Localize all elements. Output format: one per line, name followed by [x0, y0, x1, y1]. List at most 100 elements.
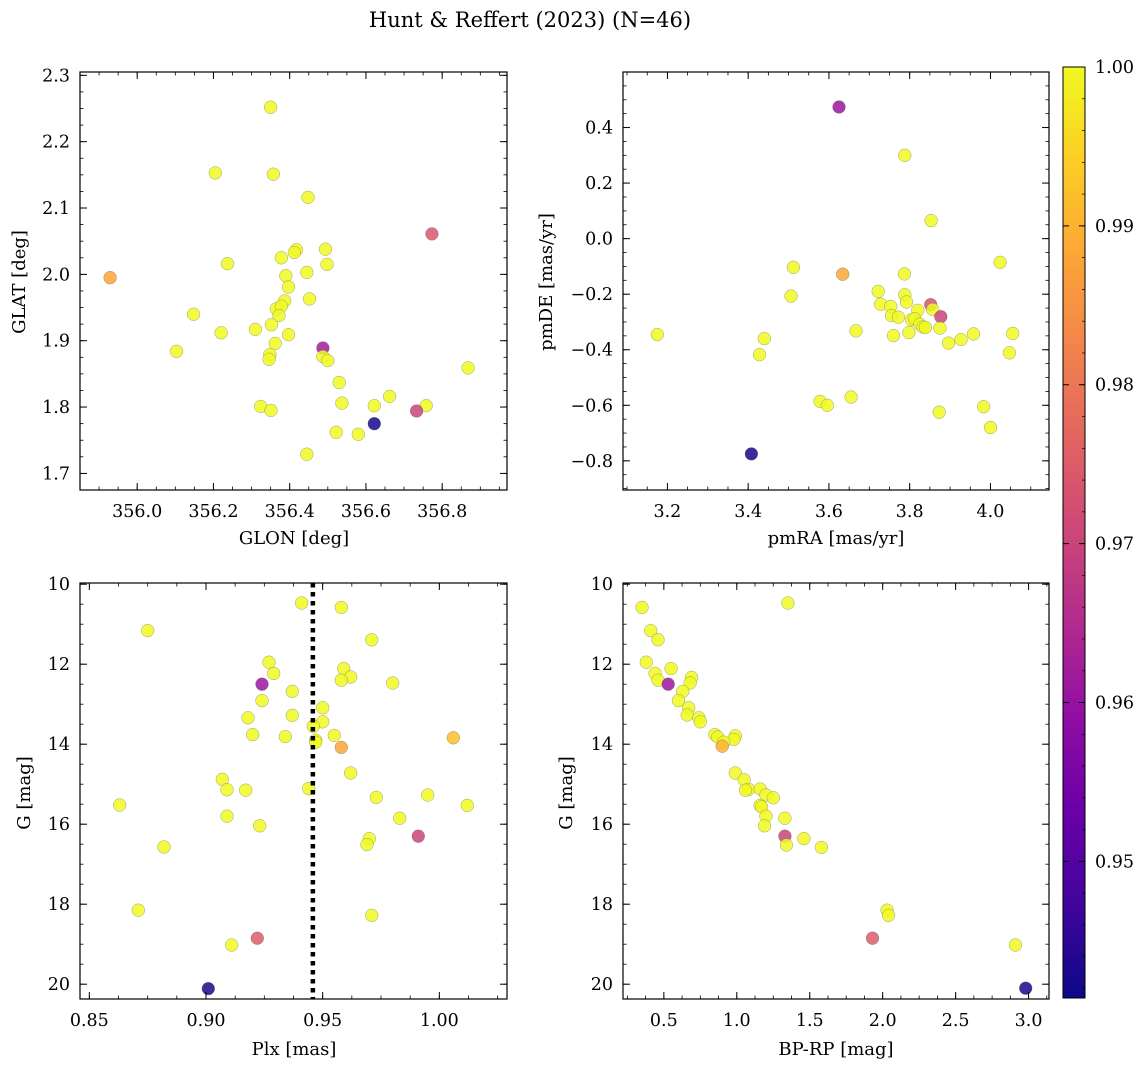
proper-motion-point — [1006, 326, 1020, 341]
sky-point — [208, 166, 222, 180]
sky-xtick-label: 356.6 — [341, 502, 391, 522]
panel-proper-motion: 3.2 3.4 3.6 3.8 4.0 −0.8 −0.6 −0.4 −0.2 0.0 0.2 0.4… — [536, 71, 1050, 549]
sky-point — [351, 427, 365, 441]
proper-motion-point — [752, 348, 767, 362]
proper-motion-point — [786, 260, 801, 274]
proper-motion-ytick-label: −0.6 — [571, 396, 614, 416]
sky-point — [287, 245, 301, 260]
proper-motion-point — [976, 400, 991, 414]
sky-point — [425, 227, 439, 241]
parallax-magnitude-frame — [79, 582, 508, 1000]
proper-motion-point — [650, 327, 664, 342]
proper-motion-point — [891, 310, 906, 324]
proper-motion-point — [871, 284, 885, 299]
color-magnitude-point — [644, 623, 658, 638]
sky-point — [272, 308, 286, 323]
sky-point — [214, 326, 228, 340]
sky-point — [335, 396, 349, 410]
proper-motion-point — [898, 148, 912, 162]
color-magnitude-axes: 0.5 1.0 1.5 2.0 2.5 3.0 10 12 14 16 18 20 — [591, 575, 1050, 1031]
proper-motion-point — [886, 328, 901, 343]
proper-motion-ytick-label: 0.2 — [585, 174, 613, 194]
parallax-magnitude-xtick-label: 0.90 — [187, 1011, 226, 1031]
figure-title: Hunt & Reffert (2023) (N=46) — [369, 8, 691, 32]
sky-point — [274, 251, 288, 265]
proper-motion-frame — [622, 71, 1050, 491]
color-magnitude-point — [651, 633, 665, 647]
sky-ytick-label: 2.3 — [42, 66, 70, 86]
parallax-magnitude-point — [421, 788, 435, 802]
parallax-magnitude-point — [327, 728, 341, 743]
proper-motion-point — [844, 390, 858, 404]
sky-point — [264, 403, 278, 418]
proper-motion-point — [820, 398, 834, 412]
colorbar: 0.95 0.96 0.97 0.98 0.99 1.00 — [1062, 58, 1134, 999]
proper-motion-xtick-label: 3.6 — [815, 502, 843, 522]
proper-motion-point — [954, 332, 968, 347]
cmd-ylabel: G [mag] — [556, 756, 577, 829]
sky-ytick-label: 2.0 — [42, 265, 70, 285]
color-magnitude-ytick-label: 18 — [591, 895, 613, 915]
color-magnitude-ytick-label: 10 — [591, 575, 613, 595]
sky-point — [301, 190, 315, 205]
proper-motion-point — [934, 310, 948, 324]
color-magnitude-point — [781, 596, 795, 610]
sky-point — [367, 417, 381, 431]
color-magnitude-ytick-label: 20 — [591, 975, 613, 995]
parallax-magnitude-point — [411, 829, 425, 843]
proper-motion-point — [966, 327, 981, 341]
parallax-magnitude-point — [141, 623, 155, 638]
color-magnitude-point — [766, 791, 780, 805]
color-magnitude-point — [693, 715, 707, 729]
color-magnitude-point — [797, 831, 811, 846]
sky-xtick-label: 356.0 — [112, 502, 162, 522]
color-magnitude-xtick-label: 2.0 — [869, 1011, 897, 1031]
proper-motion-xtick-label: 3.8 — [896, 502, 924, 522]
proper-motion-ytick-label: 0.0 — [585, 230, 613, 250]
sky-point — [263, 100, 278, 114]
sky-point — [281, 280, 296, 294]
proper-motion-point — [902, 325, 916, 340]
sky-point — [186, 307, 201, 321]
sky-point — [268, 336, 282, 351]
proper-motion-ytick-label: −0.2 — [571, 285, 614, 305]
sky-axes: 356.0 356.2 356.4 356.6 356.8 1.7 1.8 1.9 2.0 2.1… — [42, 66, 508, 522]
sky-point — [103, 271, 117, 285]
color-magnitude-point — [865, 931, 880, 945]
color-magnitude-xtick-label: 1.5 — [796, 1011, 824, 1031]
sky-point — [262, 352, 276, 366]
proper-motion-point — [918, 320, 933, 335]
parallax-magnitude-point — [285, 708, 299, 723]
parallax-magnitude-ytick-label: 10 — [48, 575, 70, 595]
parallax-magnitude-ticks: 0.85 0.90 0.95 1.00 10 12 14 16 18 20 — [48, 575, 507, 1031]
parallax-magnitude-point — [365, 908, 379, 923]
proper-motion-point — [932, 405, 946, 419]
parallax-magnitude-point — [262, 655, 276, 669]
parallax-magnitude-point — [255, 677, 269, 691]
sky-point — [248, 322, 263, 337]
proper-motion-point — [744, 447, 759, 461]
sky-point — [169, 344, 184, 358]
sky-point — [367, 399, 381, 413]
color-magnitude-point — [661, 677, 675, 691]
color-magnitude-xtick-label: 0.5 — [650, 1011, 678, 1031]
parallax-magnitude-point — [267, 666, 281, 681]
color-magnitude-point — [639, 655, 653, 669]
sky-ytick-label: 2.1 — [42, 199, 70, 219]
proper-motion-point — [899, 295, 914, 309]
parallax-magnitude-point — [157, 840, 171, 854]
parallax-magnitude-point — [316, 701, 330, 715]
sky-point — [220, 257, 235, 271]
colorbar-tick-label: 0.96 — [1095, 693, 1134, 713]
color-magnitude-frame — [622, 582, 1050, 1000]
parallax-magnitude-ytick-label: 18 — [48, 895, 70, 915]
panel-sky: 356.0 356.2 356.4 356.6 356.8 1.7 1.8 1.9 2.0 2.1… — [9, 66, 508, 549]
proper-motion-point — [849, 324, 863, 338]
parallax-magnitude-ytick-label: 12 — [48, 655, 70, 675]
proper-motion-xtick-label: 3.2 — [653, 502, 681, 522]
sky-point — [300, 265, 314, 280]
sky-points — [103, 100, 475, 461]
sky-point — [382, 389, 397, 404]
sky-point — [321, 353, 335, 368]
parallax-magnitude-xtick-label: 1.00 — [420, 1011, 459, 1031]
